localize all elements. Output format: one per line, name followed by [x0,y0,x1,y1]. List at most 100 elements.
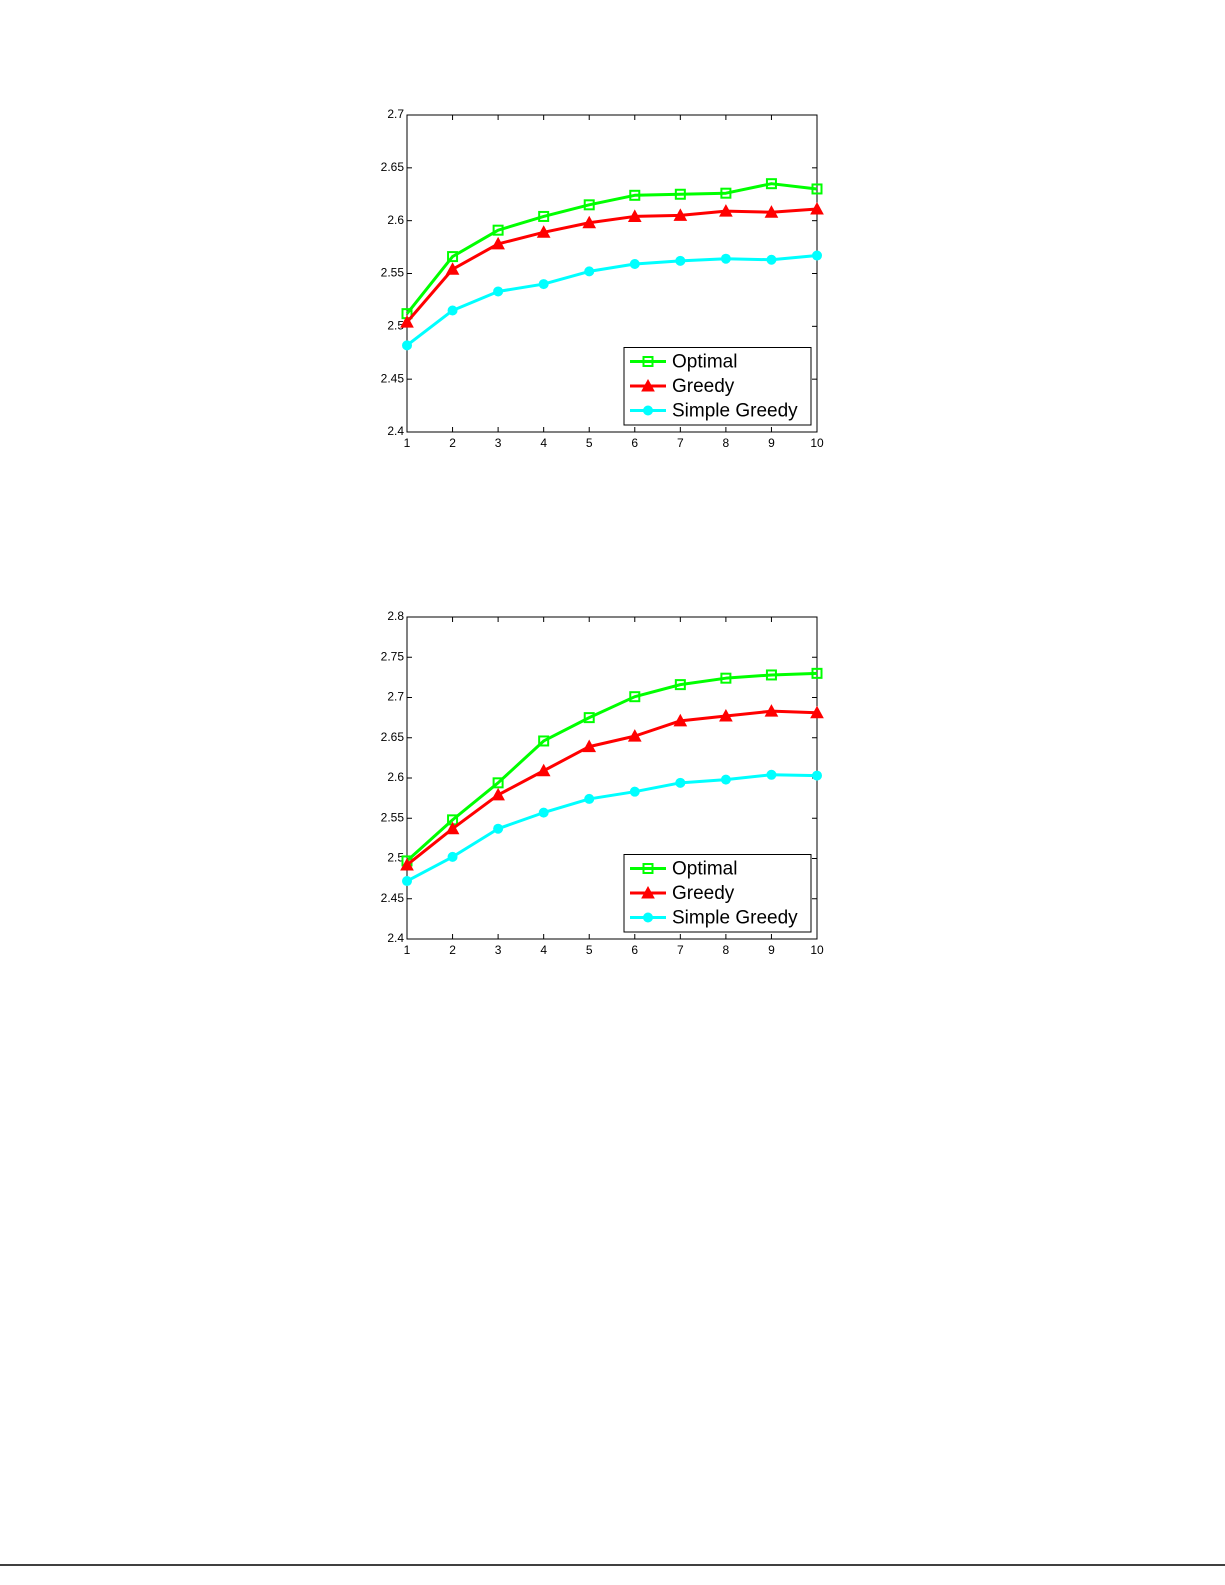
x-tick-label: 6 [631,436,638,450]
x-tick-label: 8 [723,436,730,450]
legend-label: Optimal [672,859,737,880]
marker [583,712,595,724]
marker [810,201,824,215]
marker [675,255,686,266]
marker [719,708,733,722]
x-tick-label: 4 [540,943,547,957]
marker [720,187,732,199]
legend-label: Optimal [672,352,737,373]
marker [629,258,640,269]
x-tick-label: 8 [723,943,730,957]
x-tick-label: 6 [631,943,638,957]
legend-marker [643,405,653,416]
x-tick-label: 5 [586,436,593,450]
legend-marker [642,863,654,874]
x-tick-label: 2 [449,436,456,450]
marker [812,250,822,261]
marker [493,286,504,297]
marker [720,774,731,785]
marker [584,793,595,804]
marker [538,279,549,290]
marker [811,667,823,679]
marker [400,315,414,328]
marker [402,876,412,887]
y-tick-label: 2.55 [381,266,405,280]
marker [538,210,550,222]
x-tick-label: 7 [677,436,684,450]
marker [629,691,641,703]
y-tick-label: 2.65 [381,160,405,174]
marker [582,739,597,753]
marker [766,769,777,780]
legend-marker [641,885,655,899]
marker [765,669,777,681]
chart: 2.4 2.45 2.5 2.55 2.6 2.65 2.7 1 2 3 4 5 6 7 8 9 10 Optim… [381,107,824,450]
y-tick-label: 2.7 [387,690,404,704]
legend-marker [643,912,653,923]
x-tick-label: 3 [495,436,502,450]
marker [627,729,642,742]
x-tick-label: 10 [810,943,824,957]
y-tick-label: 2.75 [381,649,405,663]
legend-marker [642,356,654,367]
x-tick-label: 9 [768,436,775,450]
series-line [406,709,818,867]
legend-label: Greedy [672,376,735,397]
series-line [405,182,818,315]
series-line [406,254,818,347]
marker [811,183,823,195]
y-tick-label: 2.55 [381,810,405,824]
marker [764,704,779,717]
x-tick-label: 1 [404,943,411,957]
y-tick-label: 2.6 [387,213,404,227]
x-tick-label: 1 [404,436,411,450]
marker [491,787,505,801]
marker [764,205,779,218]
y-tick-label: 2.65 [381,730,405,744]
marker [445,821,460,835]
y-tick-label: 2.7 [387,107,404,121]
marker [674,679,686,691]
x-tick-label: 3 [495,943,502,957]
legend-label: Simple Greedy [672,908,798,929]
marker [627,209,642,222]
x-tick-label: 2 [449,943,456,957]
marker [673,713,688,727]
x-tick-label: 5 [586,943,593,957]
marker [629,786,640,797]
marker [445,262,460,275]
series-line [406,773,818,883]
marker [673,208,688,221]
marker [492,224,504,236]
y-tick-label: 2.45 [381,371,405,385]
marker [720,672,732,684]
y-tick-label: 2.8 [387,609,404,623]
marker [493,823,504,834]
marker [536,225,551,238]
marker [765,178,777,190]
marker [447,851,458,862]
y-tick-label: 2.4 [387,424,404,438]
marker [536,763,551,777]
y-tick-label: 2.5 [387,851,404,865]
marker [402,340,412,351]
marker [538,807,549,818]
marker [584,266,595,277]
x-tick-label: 4 [540,436,547,450]
x-tick-label: 7 [677,943,684,957]
series-line [405,671,818,863]
legend-marker [641,378,655,392]
marker [719,204,733,217]
x-tick-label: 10 [810,436,824,450]
marker [675,777,686,788]
marker [629,189,641,201]
legend-label: Simple Greedy [672,401,798,422]
marker [447,251,459,263]
legend-label: Greedy [672,883,735,904]
chart: 2.4 2.45 2.5 2.55 2.6 2.65 2.7 2.75 2.8 1 2 3 4 5 6 7 8 9… [381,609,824,957]
marker [491,236,505,250]
marker [400,857,414,871]
marker [812,770,822,781]
